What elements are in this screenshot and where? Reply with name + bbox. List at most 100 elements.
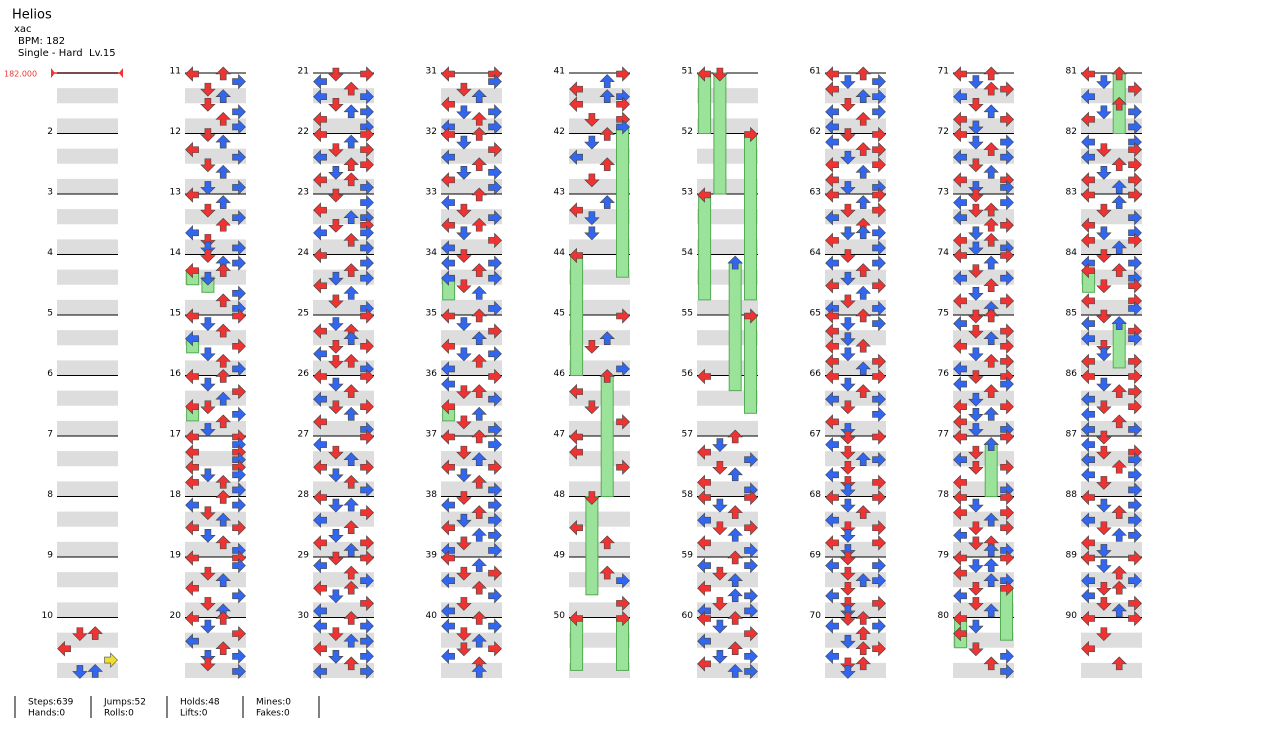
arrow [232,119,246,135]
arrow [953,474,967,491]
measure-number: 54 [682,248,694,258]
beat-band [185,360,246,376]
arrow [200,619,216,634]
arrow [343,232,359,247]
arrow [185,368,199,385]
beat-band [1081,299,1142,315]
arrow [360,535,374,551]
arrow [855,573,871,587]
arrow [872,368,886,385]
arrow [1111,66,1127,81]
measure-number: 5 [47,309,53,319]
hold [616,125,629,278]
arrow [983,66,999,81]
beat-band [825,572,886,588]
measure-number: 22 [298,127,309,137]
arrow [825,157,839,173]
measure-number: 9 [47,551,53,561]
arrow [441,338,455,354]
beat-band [825,299,886,315]
measure-number: 75 [938,309,949,319]
arrow [727,573,743,587]
arrow [1000,270,1014,286]
arrow [343,331,359,345]
arrow [840,612,856,626]
arrow [313,459,327,475]
arrow [1000,353,1014,370]
arrow [200,657,216,672]
arrow [488,368,502,385]
arrow [488,300,502,317]
measure-number: 36 [426,369,438,379]
arrow [840,128,856,142]
measure-number: 38 [426,490,438,500]
measure-number: 14 [170,248,182,258]
beat-band [441,239,502,255]
arrow [1081,467,1095,483]
arrow [983,437,999,451]
measure-number: 72 [938,127,949,137]
arrow [1128,81,1142,97]
arrow [456,597,472,611]
arrow [1111,157,1127,172]
arrow [825,368,839,385]
arrow [313,618,327,634]
measure-number: 63 [810,188,821,198]
arrow [360,126,374,143]
arrow [968,642,984,657]
arrow [744,489,758,506]
beat-band [697,390,758,406]
arrow [215,111,231,126]
arrow [1000,648,1014,665]
arrow [1081,111,1095,128]
beat-band [1081,330,1142,346]
arrow [599,89,615,103]
arrow [313,368,327,385]
beat-band [953,390,1014,406]
beat-band [441,481,502,497]
arrow [343,134,359,149]
arrow [104,652,118,668]
arrow [872,391,886,407]
arrow [840,476,856,490]
arrow [72,665,88,679]
arrow [328,498,344,513]
beat-band [697,662,758,678]
arrow [1081,368,1095,385]
arrow [953,88,967,105]
beat-band [569,511,630,527]
beat-band [185,632,246,648]
arrow [441,172,455,188]
arrow [616,459,630,475]
arrow [953,565,967,581]
arrow [1111,195,1127,209]
arrow [360,179,374,196]
measure-number: 20 [170,611,182,621]
arrow [1000,323,1014,339]
beat-band [185,481,246,497]
arrow [456,82,472,97]
arrow [1096,309,1112,324]
arrow [343,497,359,512]
beat-band [953,541,1014,557]
arrow [471,384,487,398]
beat-band [313,360,374,376]
arrow [968,423,984,437]
arrow [200,566,216,581]
arrow [825,187,839,203]
arrow [1000,504,1014,521]
arrow [1081,391,1095,407]
arrow [1081,293,1095,309]
arrow [471,611,487,625]
beat-band [953,420,1014,436]
beat-band [953,239,1014,255]
arrow [872,557,886,574]
arrow [360,399,374,415]
arrow [471,308,487,323]
arrow [968,619,984,634]
arrow [441,429,455,445]
arrow [840,294,856,309]
measure-number: 33 [426,188,437,198]
arrow [968,135,984,150]
arrow [441,376,455,392]
